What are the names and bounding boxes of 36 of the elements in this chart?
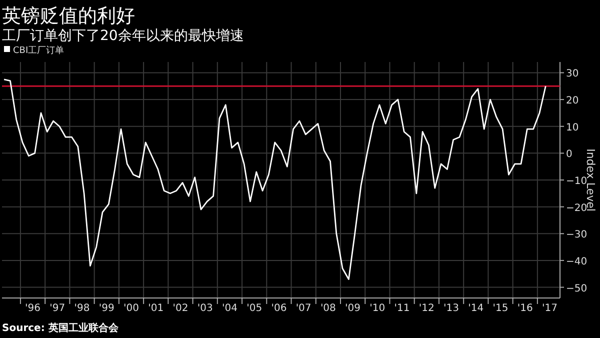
y-tick-label: 0 bbox=[566, 149, 572, 160]
x-tick-label: '99 bbox=[98, 303, 114, 314]
x-tick-label: '04 bbox=[222, 303, 238, 314]
x-tick-label: '01 bbox=[148, 303, 164, 314]
x-tick-label: '00 bbox=[124, 303, 139, 314]
x-tick-label: '96 bbox=[25, 303, 41, 314]
line-series bbox=[3, 78, 546, 280]
y-tick-label: 20 bbox=[566, 96, 579, 107]
x-tick-label: '17 bbox=[542, 303, 558, 314]
x-tick-label: '12 bbox=[418, 303, 434, 314]
y-tick-label: 10 bbox=[566, 122, 579, 134]
x-tick-label: '11 bbox=[394, 303, 410, 314]
source-note: Source: 英国工业联合会 bbox=[2, 322, 120, 334]
x-tick-label: '15 bbox=[492, 303, 508, 314]
x-tick-label: '05 bbox=[246, 303, 262, 314]
x-tick-label: '03 bbox=[197, 303, 213, 314]
x-tick-label: '97 bbox=[50, 303, 66, 314]
x-tick-label: '16 bbox=[517, 303, 533, 314]
x-tick-label: '13 bbox=[444, 303, 460, 314]
x-tick-label: '98 bbox=[74, 303, 90, 314]
y-tick-label: −20 bbox=[566, 202, 588, 214]
y-tick-label: −50 bbox=[566, 283, 588, 294]
x-tick-label: '02 bbox=[172, 303, 188, 314]
x-tick-label: '09 bbox=[345, 303, 361, 314]
y-tick-label: −40 bbox=[566, 256, 588, 268]
y-tick-label: −30 bbox=[566, 230, 588, 241]
y-tick-label: −10 bbox=[566, 176, 588, 187]
x-tick-label: '08 bbox=[320, 303, 336, 314]
y-tick-label: 30 bbox=[566, 68, 579, 80]
chart-subtitle: 工厂订单创下了20余年以来的最快增速 bbox=[2, 28, 244, 44]
x-tick-label: '06 bbox=[271, 303, 287, 314]
x-tick-label: '07 bbox=[296, 303, 312, 314]
legend-label: CBI工厂订单 bbox=[13, 45, 64, 56]
x-tick-label: '10 bbox=[370, 303, 386, 314]
x-tick-label: '14 bbox=[468, 303, 484, 314]
chart-title: 英镑贬值的利好 bbox=[2, 5, 135, 27]
